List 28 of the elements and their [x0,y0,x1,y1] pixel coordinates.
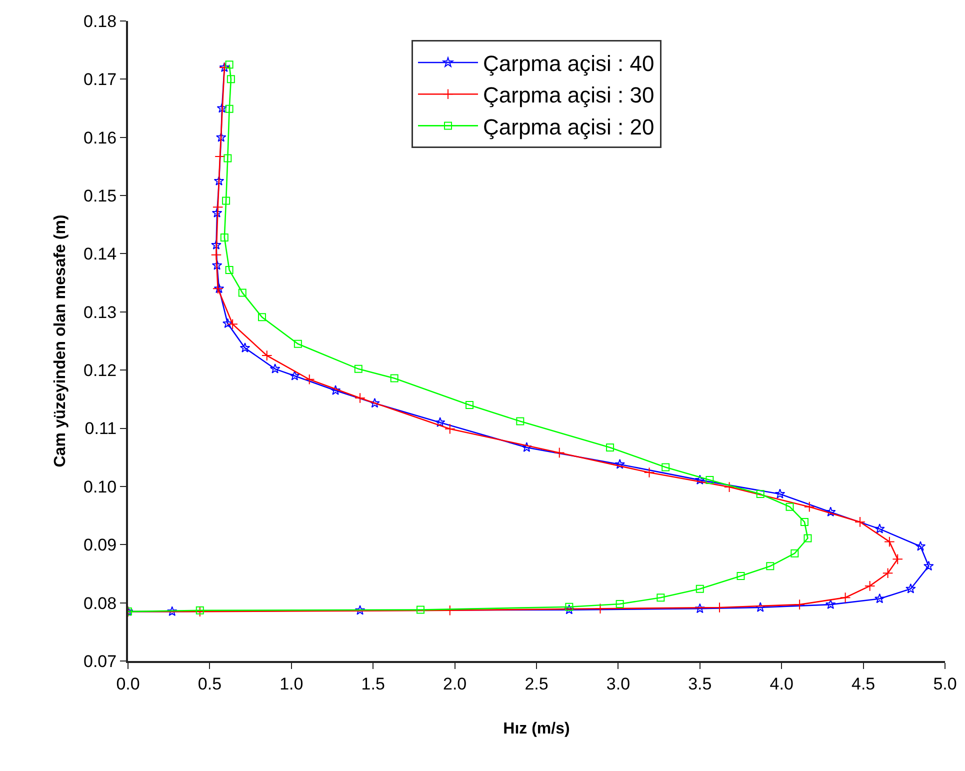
legend-label: Çarpma açisi : 20 [483,114,654,140]
y-tick-label: 0.07 [84,652,117,671]
y-tick-label: 0.16 [84,128,117,148]
legend-label: Çarpma açisi : 40 [483,51,654,76]
x-tick-label: 3.0 [606,674,630,694]
legend-label: Çarpma açisi : 30 [483,82,654,108]
y-tick-label: 0.18 [84,12,117,31]
y-tick-label: 0.09 [84,536,117,555]
x-tick-label: 2.0 [442,674,467,694]
y-tick-label: 0.10 [84,477,117,496]
x-tick-label: 2.5 [524,674,548,694]
y-tick-label: 0.11 [84,419,117,438]
x-tick-label: 0.0 [116,674,140,694]
y-tick-label: 0.12 [84,361,117,380]
x-tick-label: 1.0 [280,674,304,694]
y-tick-label: 0.17 [84,70,117,90]
y-tick-label: 0.15 [84,186,117,206]
y-tick-label: 0.08 [84,594,117,613]
x-tick-label: 4.5 [851,674,876,694]
x-tick-label: 5.0 [933,674,957,694]
y-tick-label: 0.13 [84,302,117,322]
x-axis-title: Hız (m/s) [503,720,570,738]
y-axis-title: Cam yüzeyinden olan mesafe (m) [52,214,69,468]
y-tick-label: 0.14 [84,244,117,264]
x-tick-label: 0.5 [198,674,222,694]
x-tick-label: 3.5 [688,674,712,694]
x-tick-label: 1.5 [361,674,385,694]
x-tick-label: 4.0 [770,674,794,694]
